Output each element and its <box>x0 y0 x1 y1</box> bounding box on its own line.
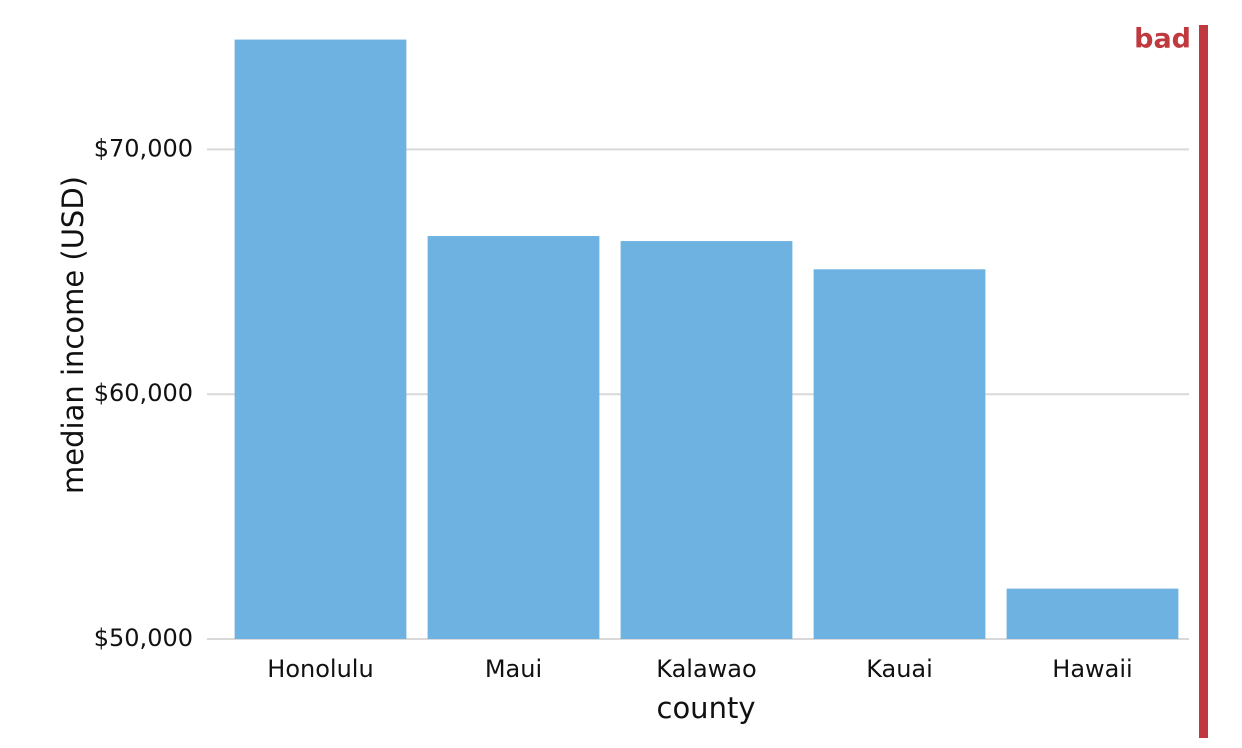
y-tick-label: $50,000 <box>94 624 193 652</box>
y-tick-label: $60,000 <box>94 379 193 407</box>
annotation: bad <box>1134 24 1191 55</box>
bad-marker-bar <box>1199 25 1208 738</box>
x-tick-label: Maui <box>485 655 542 683</box>
x-tick-label: Kalawao <box>656 655 756 683</box>
x-tick-label: Kauai <box>866 655 933 683</box>
bar <box>813 269 986 639</box>
x-tick-label: Hawaii <box>1052 655 1132 683</box>
bar <box>620 241 793 639</box>
x-tick-label: Honolulu <box>267 655 373 683</box>
bar <box>427 236 600 639</box>
y-axis-label: median income (USD) <box>56 176 90 494</box>
bar <box>1006 588 1179 639</box>
bar <box>234 39 407 640</box>
y-tick-label: $70,000 <box>94 134 193 162</box>
x-axis-label: county <box>657 691 756 725</box>
